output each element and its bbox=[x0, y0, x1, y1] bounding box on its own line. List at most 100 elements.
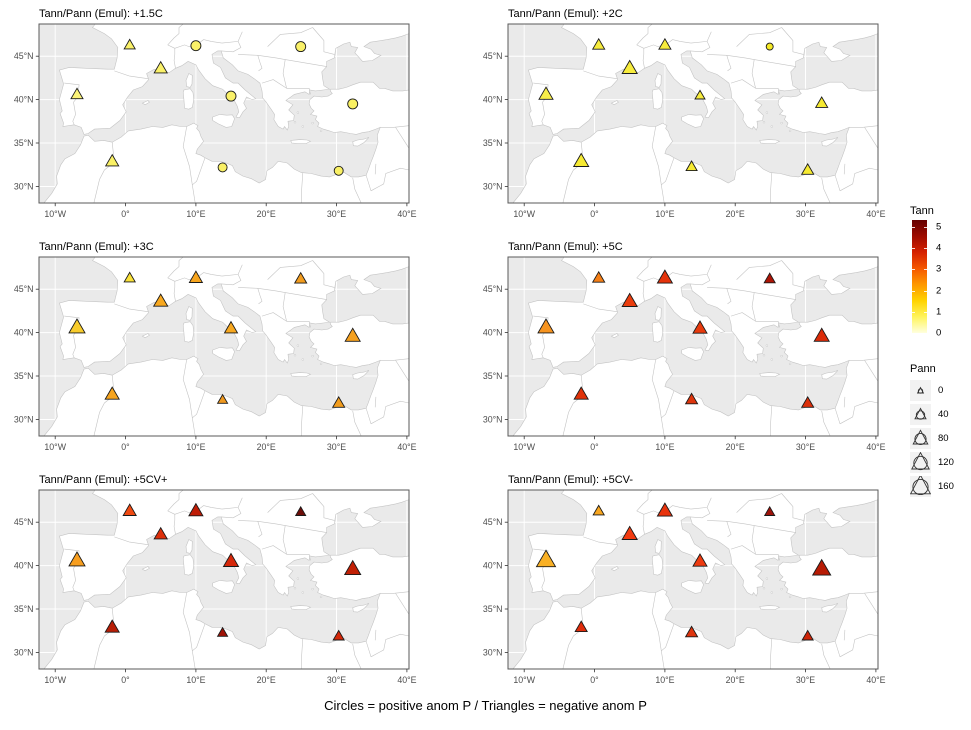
land-islet bbox=[788, 595, 792, 599]
pann-key-glyph bbox=[910, 452, 931, 473]
country-border bbox=[380, 125, 410, 128]
country-border bbox=[261, 545, 287, 555]
country-border bbox=[864, 360, 879, 382]
x-axis-label: 0° bbox=[590, 675, 598, 685]
land-island bbox=[182, 554, 195, 576]
land-island bbox=[141, 100, 150, 106]
tann-tick-label: 0 bbox=[936, 327, 942, 339]
map-facet-panel: Tann/Pann (Emul): +5CV- 10°W 0° 10°E 20°E 30… bbox=[472, 472, 922, 698]
land-europe bbox=[528, 489, 879, 601]
site-marker-n-egypt bbox=[801, 629, 814, 641]
country-border bbox=[730, 79, 756, 89]
country-border bbox=[642, 48, 645, 69]
y-axis-label: 45°N bbox=[14, 517, 34, 527]
country-border bbox=[221, 274, 242, 286]
country-border bbox=[267, 260, 313, 280]
country-border bbox=[301, 638, 304, 669]
country-border bbox=[93, 142, 115, 204]
map-facet-panel: Tann/Pann (Emul): +5CV+ 10°W 0° 10°E 20°E 30… bbox=[3, 472, 453, 698]
country-border bbox=[286, 554, 311, 561]
y-axis-label: 40°N bbox=[483, 561, 503, 571]
country-border bbox=[690, 264, 712, 277]
country-border bbox=[221, 507, 242, 519]
country-border bbox=[636, 23, 653, 46]
site-marker-romania bbox=[294, 505, 307, 516]
pann-triangle-glyph bbox=[916, 386, 925, 394]
country-border bbox=[562, 608, 584, 670]
pann-legend-item: 80 bbox=[910, 427, 971, 450]
pann-size-legend: Pann 0 40 80 120 160 bbox=[910, 360, 971, 498]
land-island bbox=[185, 306, 193, 321]
country-border bbox=[726, 288, 796, 300]
country-border bbox=[257, 55, 327, 67]
country-border bbox=[238, 287, 263, 305]
pann-item-label: 120 bbox=[938, 457, 954, 468]
land-islet bbox=[770, 358, 773, 361]
country-border bbox=[843, 163, 846, 175]
pann-legend-items: 0 40 80 120 160 bbox=[910, 379, 971, 498]
site-marker-s-italy bbox=[692, 553, 708, 567]
site-marker-n-italy bbox=[188, 502, 204, 517]
country-border bbox=[736, 27, 782, 47]
figure-caption: Circles = positive anom P / Triangles = … bbox=[324, 698, 647, 713]
land-europe bbox=[59, 23, 410, 135]
x-axis-label: 20°E bbox=[257, 442, 276, 452]
x-axis-label: 40°E bbox=[866, 442, 885, 452]
country-border bbox=[751, 292, 756, 322]
country-border bbox=[849, 358, 879, 361]
land-islet bbox=[762, 354, 766, 357]
site-marker-romania bbox=[293, 271, 308, 284]
panel-title: Tann/Pann (Emul): +1.5C bbox=[39, 8, 163, 20]
country-border bbox=[781, 493, 804, 521]
pann-item-label: 80 bbox=[938, 433, 949, 444]
site-marker-c-turkey bbox=[343, 559, 362, 576]
y-axis-label: 35°N bbox=[14, 138, 34, 148]
site-marker-s-italy bbox=[692, 320, 708, 334]
tann-colorbar-tick bbox=[912, 227, 915, 228]
country-border bbox=[374, 163, 377, 175]
y-axis-label: 35°N bbox=[483, 371, 503, 381]
x-axis-label: 30°E bbox=[327, 442, 346, 452]
x-axis-label: 10°E bbox=[655, 675, 674, 685]
tann-tick-label: 4 bbox=[936, 242, 942, 254]
pann-circle-glyph bbox=[913, 455, 928, 471]
country-border bbox=[755, 321, 780, 328]
country-border bbox=[690, 41, 711, 53]
map-facet-panel: Tann/Pann (Emul): +5C 10°W 0° 10°E 20°E 30°E… bbox=[472, 239, 922, 465]
country-border bbox=[114, 70, 149, 79]
map-plot: 10°W 0° 10°E 20°E 30°E 40°E 45°N 40°N 35°N 30°N bbox=[472, 255, 922, 468]
tann-colorbar-tick bbox=[912, 248, 915, 250]
country-border bbox=[821, 643, 831, 670]
country-border bbox=[93, 375, 115, 437]
site-marker-portugal bbox=[70, 87, 84, 100]
land-islet bbox=[311, 121, 314, 125]
land-africa-anatolia bbox=[43, 547, 410, 670]
country-border bbox=[365, 641, 372, 657]
tann-colorbar-tick bbox=[924, 311, 927, 313]
y-axis-label: 30°N bbox=[14, 415, 34, 425]
site-marker-nw-libya bbox=[685, 160, 698, 172]
x-axis-label: 30°E bbox=[327, 209, 346, 219]
country-border bbox=[839, 400, 879, 425]
land-island bbox=[651, 88, 664, 110]
x-axis-label: 10°W bbox=[44, 442, 66, 452]
country-border bbox=[642, 281, 645, 302]
land-island bbox=[352, 137, 370, 147]
country-border bbox=[380, 591, 410, 594]
x-axis-label: 10°E bbox=[186, 442, 205, 452]
land-island bbox=[212, 580, 235, 594]
pann-key-glyph bbox=[910, 380, 931, 401]
x-axis-label: 40°E bbox=[397, 675, 416, 685]
country-border bbox=[192, 390, 206, 419]
map-canvas: 10°W 0° 10°E 20°E 30°E 40°E 45°N 40°N 35°N 30°N bbox=[14, 256, 417, 452]
country-border bbox=[370, 167, 410, 192]
country-border bbox=[821, 177, 831, 204]
land-islet bbox=[762, 121, 766, 124]
panel-title: Tann/Pann (Emul): +5CV- bbox=[508, 474, 634, 486]
site-marker-n-italy bbox=[656, 269, 674, 284]
y-axis-label: 45°N bbox=[483, 284, 503, 294]
site-marker-morocco bbox=[104, 386, 120, 400]
country-border bbox=[221, 41, 242, 53]
land-island bbox=[212, 114, 235, 128]
land-islet bbox=[301, 591, 304, 594]
